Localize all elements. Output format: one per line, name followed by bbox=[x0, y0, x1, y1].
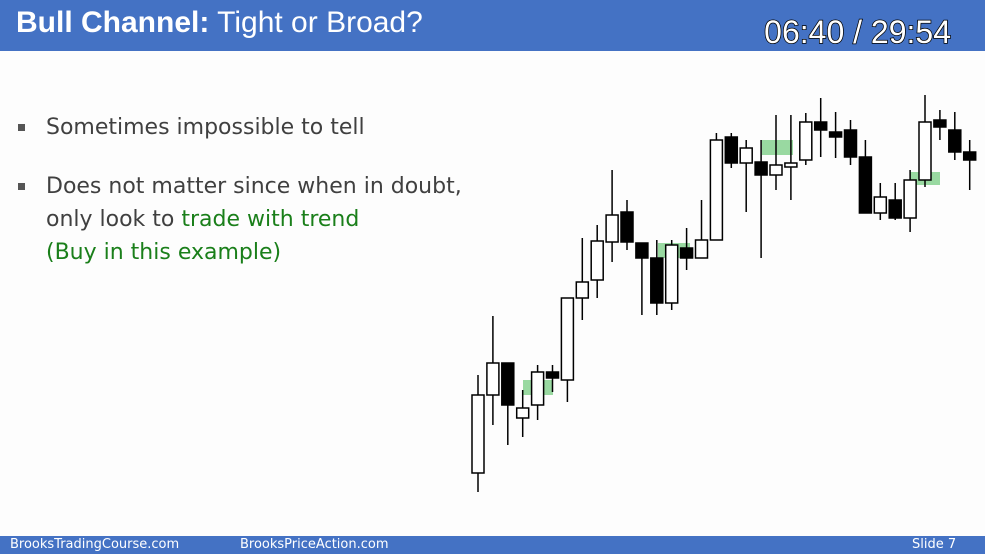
candle-body bbox=[754, 161, 768, 176]
candle-body bbox=[501, 362, 515, 406]
candle-body bbox=[739, 147, 753, 164]
bullet-marker bbox=[18, 124, 25, 131]
candle-body bbox=[560, 297, 575, 381]
slide-number: Slide 7 bbox=[912, 537, 957, 552]
candle-body bbox=[799, 121, 813, 161]
candle-body bbox=[962, 151, 977, 161]
title-bold: Bull Channel: bbox=[16, 6, 210, 39]
candle-body bbox=[635, 242, 649, 259]
title: Bull Channel: Tight or Broad? bbox=[16, 6, 423, 40]
candle-body bbox=[575, 281, 590, 299]
candle-body bbox=[545, 371, 560, 379]
highlight bbox=[762, 140, 793, 155]
candle-body bbox=[664, 244, 679, 304]
candle-body bbox=[888, 199, 902, 219]
candle-body bbox=[948, 129, 962, 153]
candle-body bbox=[471, 394, 485, 474]
candle-body bbox=[858, 156, 873, 214]
candle-body bbox=[530, 371, 545, 406]
candle-body bbox=[679, 247, 694, 259]
bullet-marker bbox=[18, 183, 25, 190]
candle-body bbox=[724, 136, 739, 164]
footer-bar: BrooksTradingCourse.com BrooksPriceActio… bbox=[0, 536, 985, 554]
candle-body bbox=[486, 362, 500, 396]
bullet-text: Does not matter since when in doubt, bbox=[46, 174, 462, 199]
footer-link: BrooksTradingCourse.com bbox=[10, 537, 180, 552]
bullet-emphasis: trade with trend bbox=[181, 207, 360, 232]
candle-body bbox=[918, 121, 932, 181]
candle-body bbox=[650, 257, 664, 304]
bullet-emphasis: (Buy in this example) bbox=[46, 240, 282, 265]
candle-body bbox=[903, 179, 917, 219]
candle-body bbox=[515, 407, 530, 419]
candle-body bbox=[590, 240, 604, 281]
bullet-text: only look to bbox=[46, 207, 175, 232]
bullet: Does not matter since when in doubt, onl… bbox=[18, 170, 462, 269]
candle-body bbox=[709, 139, 724, 241]
candle-body bbox=[694, 239, 709, 259]
candle-body bbox=[873, 196, 888, 214]
candle-body bbox=[843, 129, 858, 158]
candle-body bbox=[605, 214, 619, 243]
header-bar: Bull Channel: Tight or Broad? 06:40 / 29… bbox=[0, 0, 985, 51]
candle-body bbox=[828, 131, 843, 138]
bullet-line: only look to trade with trend bbox=[46, 203, 462, 236]
candle-body bbox=[769, 164, 783, 176]
video-timer: 06:40 / 29:54 bbox=[763, 13, 951, 51]
candle-body bbox=[620, 211, 634, 243]
bullet: Sometimes impossible to tell bbox=[18, 111, 365, 144]
candle-body bbox=[784, 162, 798, 168]
footer-link: BrooksPriceAction.com bbox=[240, 537, 389, 552]
bullet-text: Sometimes impossible to tell bbox=[46, 115, 365, 140]
candle-body bbox=[813, 121, 828, 131]
title-rest: Tight or Broad? bbox=[217, 6, 423, 39]
candle-body bbox=[933, 119, 947, 128]
